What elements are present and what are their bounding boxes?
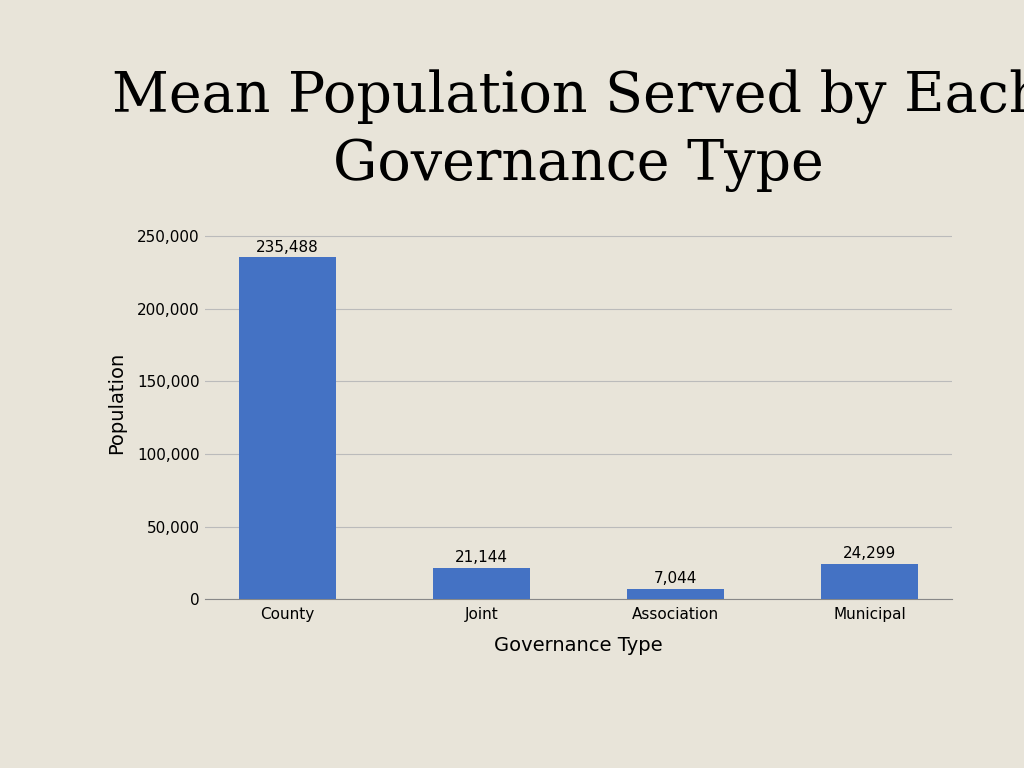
Text: 235,488: 235,488 (256, 240, 318, 254)
Bar (627, 589, 724, 599)
Bar (239, 257, 336, 599)
Text: 21,144: 21,144 (455, 551, 508, 565)
Y-axis label: Population: Population (108, 352, 126, 455)
Bar (433, 568, 530, 599)
Bar (821, 564, 919, 599)
Text: 7,044: 7,044 (654, 571, 697, 586)
Title: Mean Population Served by Each
Governance Type: Mean Population Served by Each Governanc… (113, 69, 1024, 191)
X-axis label: Governance Type: Governance Type (495, 636, 663, 655)
Text: 24,299: 24,299 (843, 546, 896, 561)
